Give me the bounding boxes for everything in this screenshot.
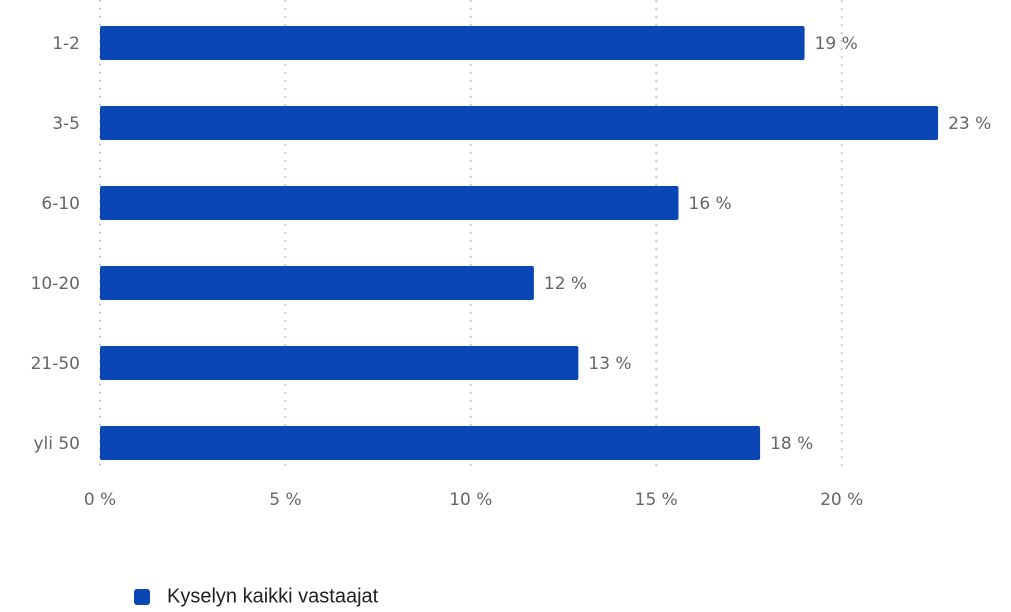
- value-label: 12 %: [544, 274, 587, 294]
- bar: [100, 186, 679, 220]
- bar: [100, 106, 939, 140]
- x-tick-label: 5 %: [269, 490, 301, 510]
- bar: [100, 266, 534, 300]
- bar: [100, 426, 761, 460]
- x-tick-label: 20 %: [820, 490, 863, 510]
- y-tick-label: 3-5: [52, 114, 80, 134]
- value-label: 23 %: [948, 114, 991, 134]
- legend-text: Kyselyn kaikki vastaajat: [167, 585, 379, 607]
- y-tick-label: 21-50: [31, 354, 80, 374]
- value-label: 18 %: [770, 434, 813, 454]
- y-tick-label: 6-10: [41, 194, 80, 214]
- x-tick-label: 15 %: [635, 490, 678, 510]
- bar: [100, 346, 579, 380]
- bar: [100, 26, 805, 60]
- value-label: 13 %: [588, 354, 631, 374]
- y-tick-label: 10-20: [31, 274, 80, 294]
- x-tick-label: 10 %: [449, 490, 492, 510]
- y-tick-label: 1-2: [52, 34, 80, 54]
- y-tick-label: yli 50: [33, 434, 80, 454]
- value-label: 19 %: [815, 34, 858, 54]
- legend-swatch: [134, 589, 150, 605]
- x-tick-label: 0 %: [84, 490, 116, 510]
- value-label: 16 %: [689, 194, 732, 214]
